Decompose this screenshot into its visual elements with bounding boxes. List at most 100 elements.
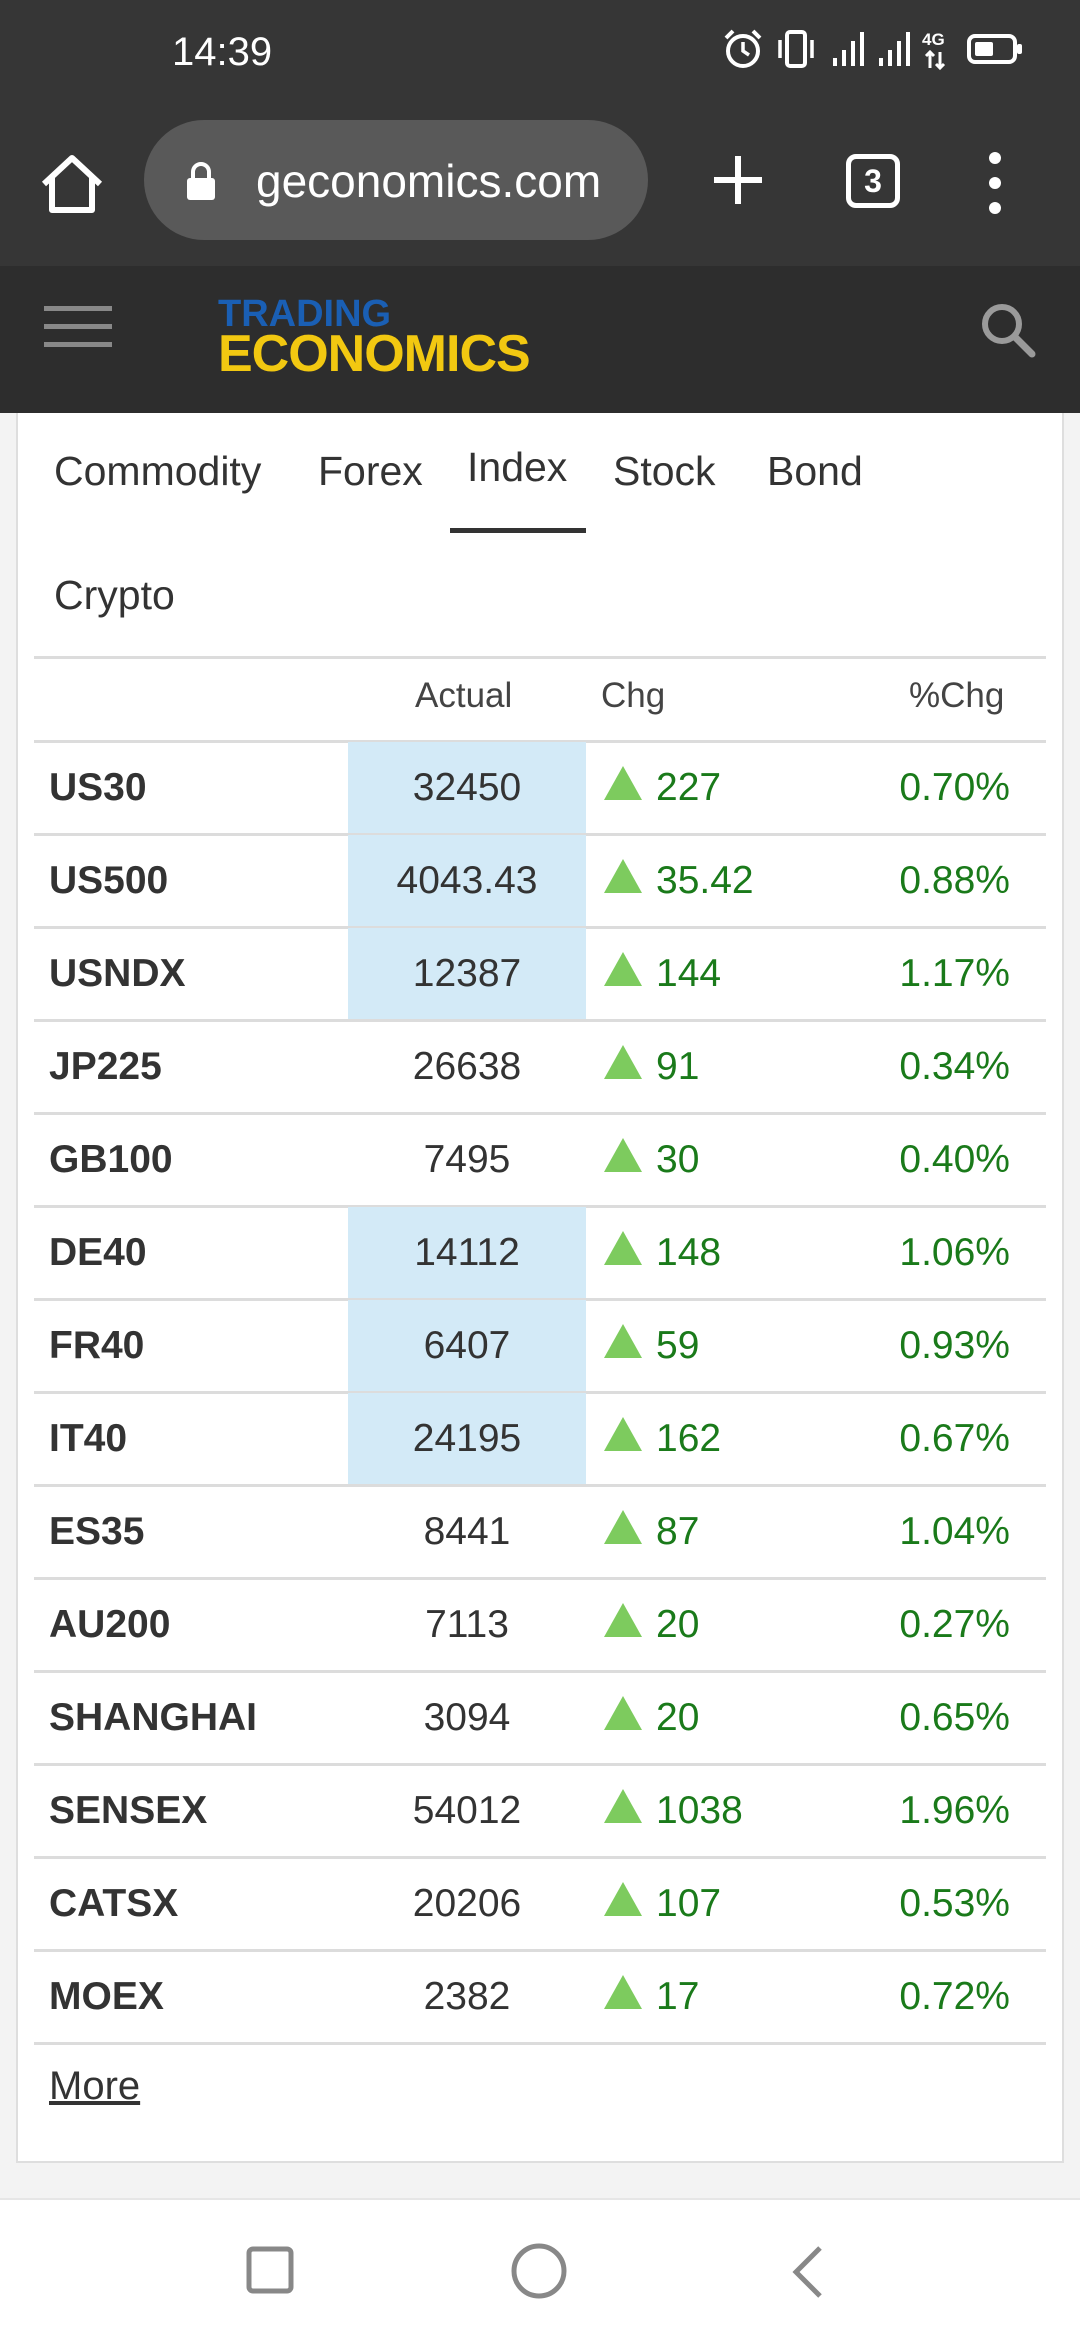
row-symbol[interactable]: MOEX — [49, 1975, 164, 2018]
row-symbol[interactable]: ES35 — [49, 1510, 145, 1553]
row-actual: 3094 — [423, 1696, 511, 1739]
row-actual: 12387 — [412, 952, 522, 995]
signal-icon — [879, 32, 910, 66]
up-arrow-icon — [604, 1417, 642, 1451]
row-chg: 20 — [656, 1696, 700, 1739]
alarm-icon — [724, 29, 762, 68]
tab-switcher-button[interactable]: 3 — [846, 154, 900, 208]
row-chg: 20 — [656, 1603, 700, 1646]
row-symbol[interactable]: SENSEX — [49, 1789, 208, 1832]
row-pct-chg: 0.65% — [899, 1696, 1010, 1739]
row-divider — [34, 1391, 1046, 1394]
row-divider — [34, 1763, 1046, 1766]
row-actual: 32450 — [412, 766, 522, 809]
site-header: TRADING ECONOMICS — [0, 266, 1080, 413]
row-divider — [34, 1670, 1046, 1673]
row-divider — [34, 926, 1046, 929]
row-pct-chg: 1.06% — [899, 1231, 1010, 1274]
up-arrow-icon — [604, 1324, 642, 1358]
row-actual: 4043.43 — [396, 859, 538, 902]
actual-cell-highlight — [348, 835, 586, 928]
tab-stock[interactable]: Stock — [613, 448, 716, 494]
more-link[interactable]: More — [49, 2064, 141, 2108]
home-circle-icon[interactable] — [510, 2242, 568, 2300]
row-actual: 26638 — [412, 1045, 522, 1088]
tab-index[interactable]: Index — [467, 444, 568, 490]
row-symbol[interactable]: SHANGHAI — [49, 1696, 258, 1739]
row-divider — [34, 1205, 1046, 1208]
row-symbol[interactable]: FR40 — [49, 1324, 145, 1367]
recent-apps-icon[interactable] — [246, 2246, 294, 2294]
hamburger-menu-icon[interactable] — [44, 302, 112, 352]
address-bar[interactable]: geconomics.com — [144, 120, 648, 240]
row-symbol[interactable]: DE40 — [49, 1231, 147, 1274]
row-divider — [34, 833, 1046, 836]
tab-commodity[interactable]: Commodity — [54, 448, 262, 494]
row-symbol[interactable]: JP225 — [49, 1045, 162, 1088]
home-icon[interactable] — [36, 148, 108, 220]
lock-icon — [187, 162, 215, 200]
new-tab-icon[interactable] — [708, 150, 768, 210]
row-actual: 14112 — [414, 1231, 520, 1274]
row-pct-chg: 1.96% — [899, 1789, 1010, 1832]
row-symbol[interactable]: GB100 — [49, 1138, 173, 1181]
actual-cell-highlight — [348, 1207, 586, 1300]
status-bar: 14:39 4G — [0, 0, 1080, 110]
tab-crypto[interactable]: Crypto — [54, 572, 175, 618]
row-actual: 7495 — [423, 1138, 511, 1181]
row-pct-chg: 0.72% — [899, 1975, 1010, 2018]
header-pct-chg: %Chg — [909, 676, 1005, 715]
row-divider — [34, 1112, 1046, 1115]
logo-trading: TRADING — [218, 293, 392, 335]
row-actual: 7113 — [425, 1603, 509, 1646]
up-arrow-icon — [604, 766, 642, 800]
table-divider — [34, 656, 1046, 659]
row-pct-chg: 1.17% — [899, 952, 1010, 995]
svg-text:4G: 4G — [922, 30, 945, 49]
row-actual: 8441 — [423, 1510, 511, 1553]
row-pct-chg: 0.70% — [899, 766, 1010, 809]
up-arrow-icon — [604, 1882, 642, 1916]
up-arrow-icon — [604, 859, 642, 893]
row-divider — [34, 1577, 1046, 1580]
row-chg: 144 — [656, 952, 722, 995]
row-actual: 20206 — [412, 1882, 522, 1925]
row-symbol[interactable]: IT40 — [49, 1417, 128, 1460]
up-arrow-icon — [604, 1696, 642, 1730]
actual-cell-highlight — [348, 742, 586, 835]
row-chg: 35.42 — [656, 859, 754, 902]
up-arrow-icon — [604, 1045, 642, 1079]
row-actual: 24195 — [412, 1417, 522, 1460]
row-chg: 91 — [656, 1045, 700, 1088]
row-chg: 162 — [656, 1417, 722, 1460]
tab-bond[interactable]: Bond — [767, 448, 863, 494]
browser-toolbar: geconomics.com 3 — [0, 110, 1080, 266]
row-pct-chg: 0.27% — [899, 1603, 1010, 1646]
search-icon[interactable] — [978, 300, 1038, 360]
site-logo[interactable]: TRADING ECONOMICS — [218, 293, 531, 383]
4g-icon: 4G — [922, 30, 946, 71]
logo-economics: ECONOMICS — [218, 325, 531, 383]
back-icon[interactable] — [790, 2244, 824, 2300]
row-chg: 30 — [656, 1138, 700, 1181]
row-chg: 107 — [656, 1882, 722, 1925]
row-symbol[interactable]: AU200 — [49, 1603, 171, 1646]
up-arrow-icon — [604, 1603, 642, 1637]
row-symbol[interactable]: USNDX — [49, 952, 186, 995]
header-actual: Actual — [415, 676, 513, 715]
battery-icon — [967, 34, 1022, 64]
row-symbol[interactable]: US500 — [49, 859, 169, 902]
row-pct-chg: 0.34% — [899, 1045, 1010, 1088]
tab-forex[interactable]: Forex — [318, 448, 423, 494]
actual-cell-highlight — [348, 1393, 586, 1486]
row-chg: 59 — [656, 1324, 700, 1367]
more-options-icon[interactable] — [980, 150, 1010, 216]
up-arrow-icon — [604, 952, 642, 986]
row-actual: 6407 — [423, 1324, 511, 1367]
status-time: 14:39 — [172, 30, 273, 74]
row-divider — [34, 1019, 1046, 1022]
row-symbol[interactable]: CATSX — [49, 1882, 179, 1925]
row-symbol[interactable]: US30 — [49, 766, 147, 809]
row-divider — [34, 1949, 1046, 1952]
url-text: geconomics.com — [256, 155, 602, 207]
